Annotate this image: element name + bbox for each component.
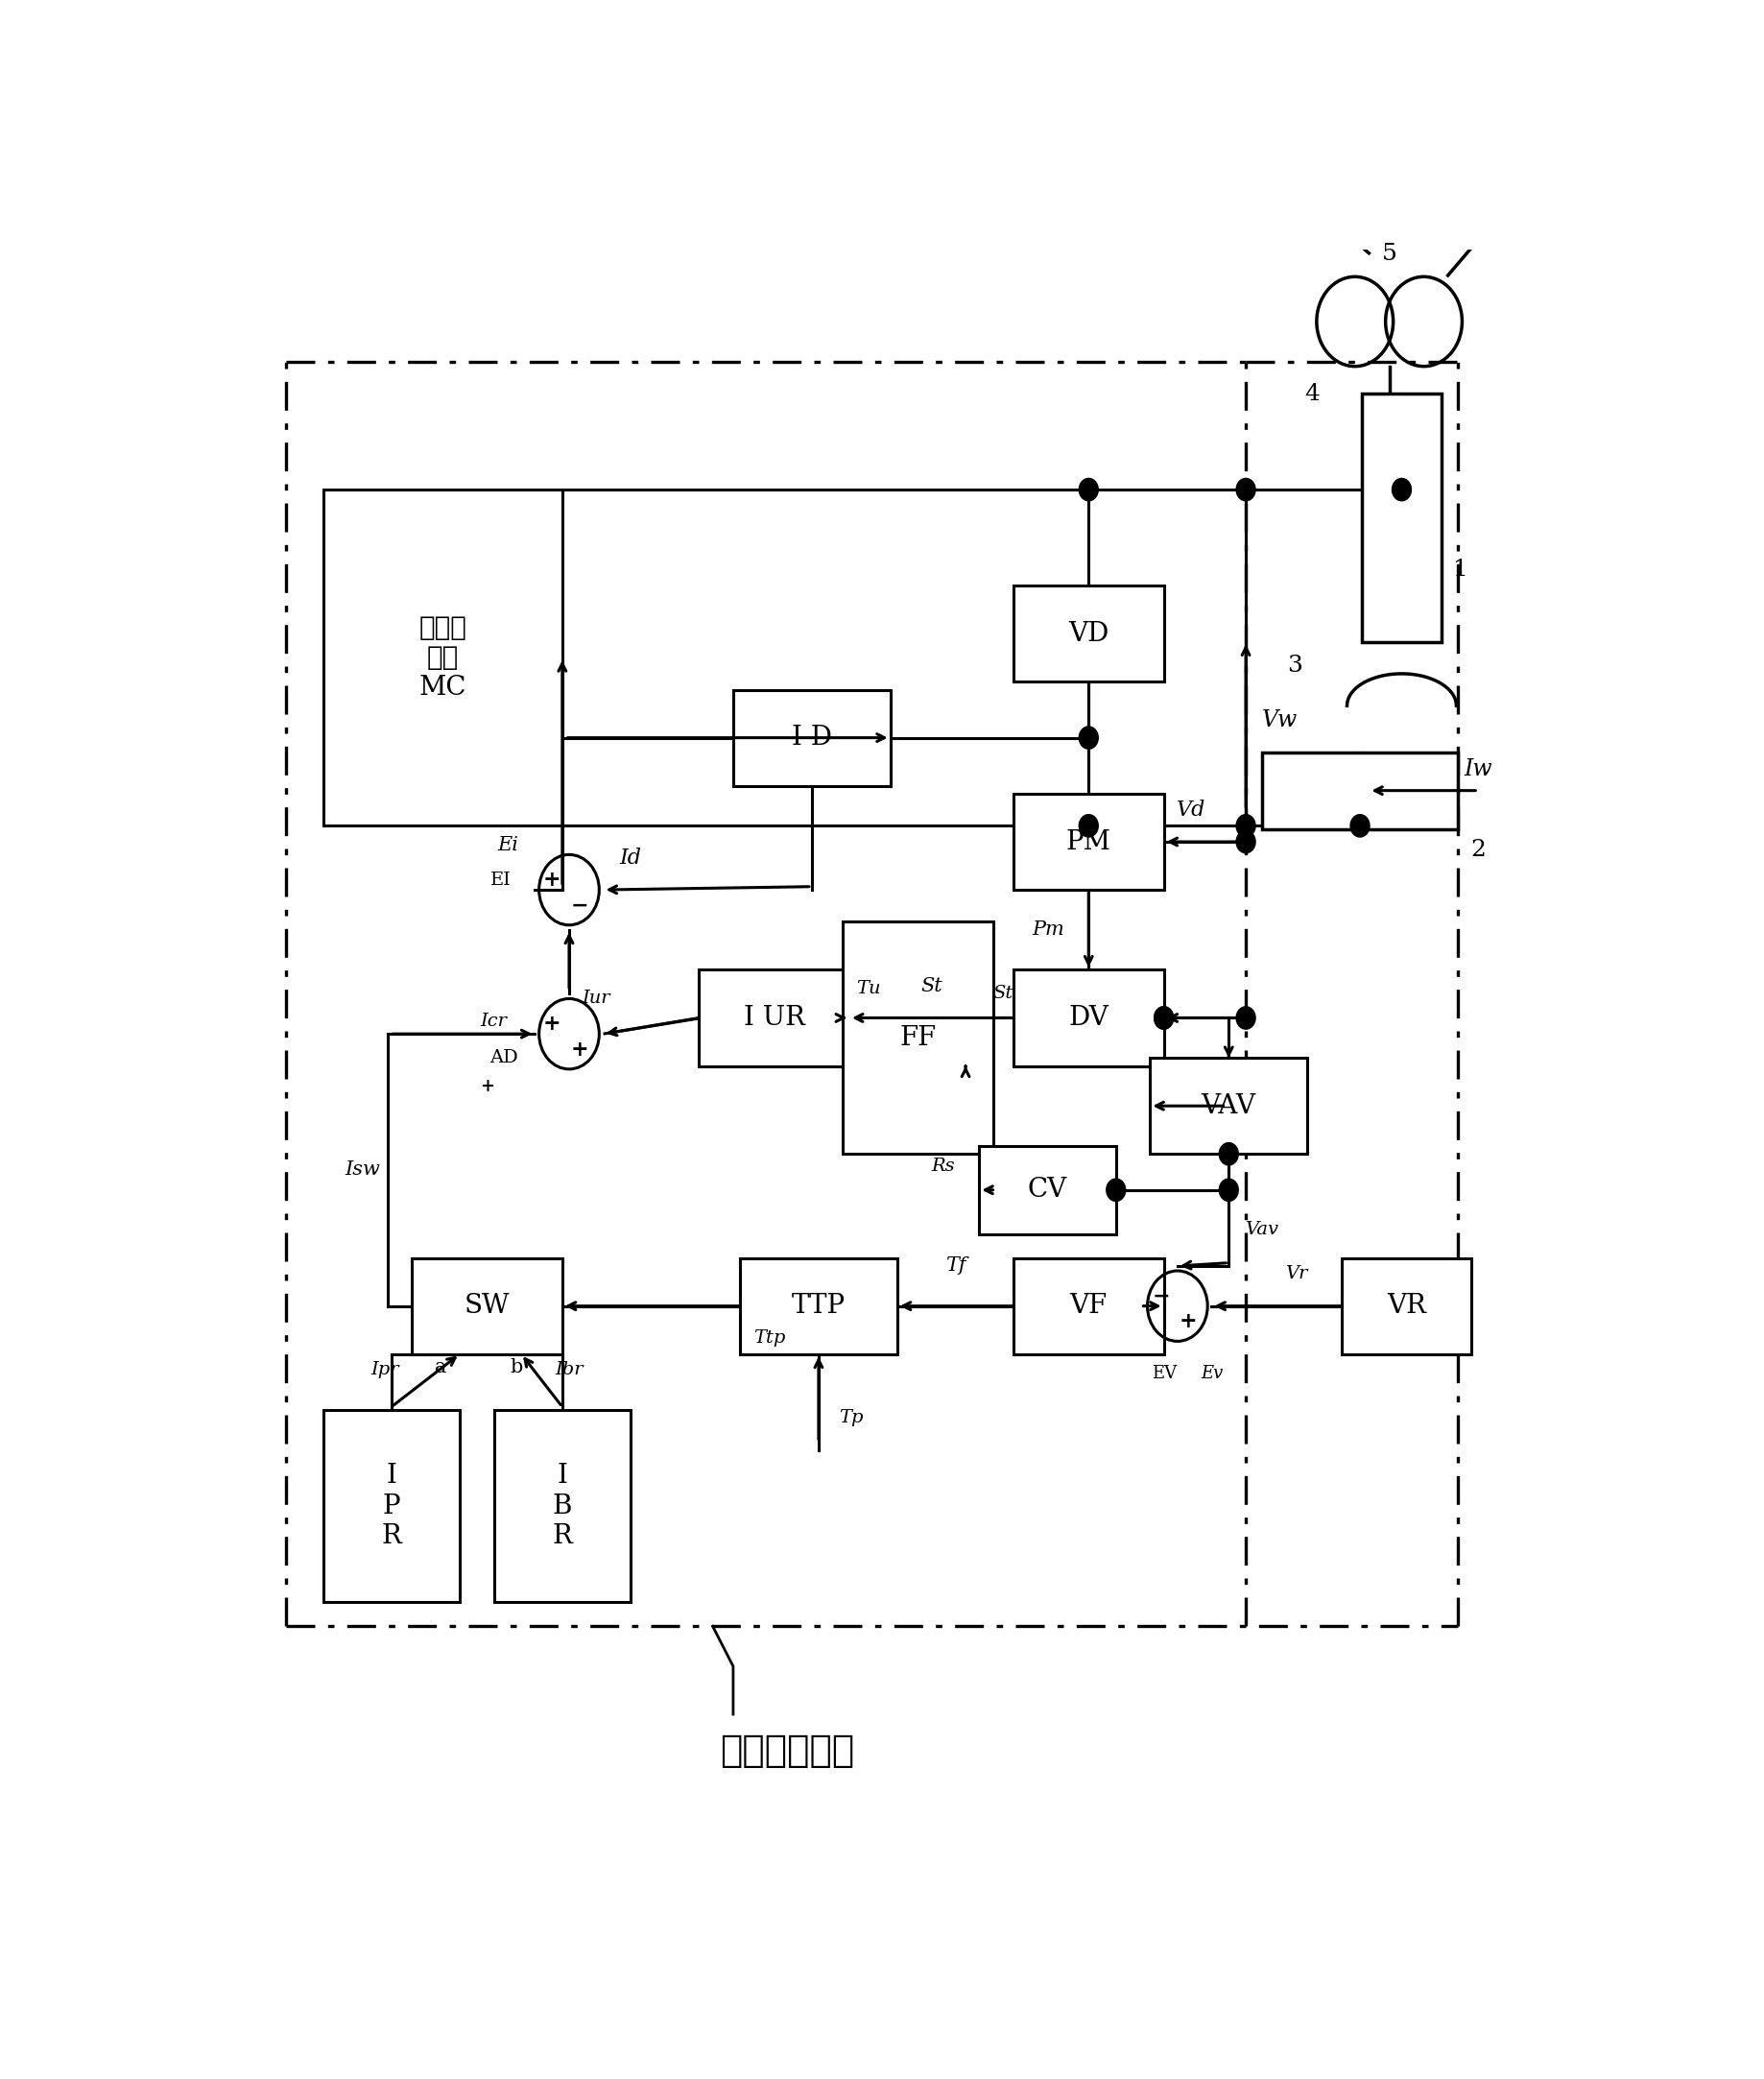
Bar <box>1013 586 1164 682</box>
Text: 1: 1 <box>1454 559 1468 580</box>
Text: +: + <box>572 1040 589 1060</box>
Bar <box>494 1410 632 1603</box>
Text: Ev: Ev <box>1201 1364 1222 1383</box>
Text: Vr: Vr <box>1284 1266 1307 1283</box>
Text: +: + <box>542 1015 561 1035</box>
Text: PM: PM <box>1065 830 1111 854</box>
Bar <box>979 1146 1117 1235</box>
Text: AD: AD <box>489 1050 519 1067</box>
Circle shape <box>1237 832 1256 852</box>
Text: Rs: Rs <box>931 1158 954 1175</box>
Circle shape <box>1106 1179 1125 1202</box>
Circle shape <box>1237 478 1256 501</box>
Text: Pm: Pm <box>1032 921 1064 940</box>
Text: Vav: Vav <box>1245 1220 1279 1239</box>
Circle shape <box>1219 1179 1238 1202</box>
Text: −: − <box>572 896 589 917</box>
Text: Ei: Ei <box>497 836 519 854</box>
Text: +: + <box>1180 1312 1198 1333</box>
Text: VF: VF <box>1069 1293 1108 1318</box>
Text: Vd: Vd <box>1177 798 1207 821</box>
Circle shape <box>1080 478 1099 501</box>
Text: DV: DV <box>1069 1004 1110 1031</box>
Text: Ipr: Ipr <box>370 1362 399 1378</box>
Text: Tu: Tu <box>856 981 880 998</box>
Bar <box>323 491 563 825</box>
Bar <box>323 1410 460 1603</box>
Text: I UR: I UR <box>743 1004 804 1031</box>
Circle shape <box>1237 815 1256 838</box>
Text: St: St <box>921 977 942 996</box>
Text: Isw: Isw <box>346 1160 381 1179</box>
Text: Ttp: Ttp <box>753 1328 785 1347</box>
Text: St: St <box>993 985 1013 1002</box>
Text: EI: EI <box>490 871 512 890</box>
Text: 4: 4 <box>1305 383 1319 405</box>
Text: VR: VR <box>1387 1293 1425 1318</box>
Text: CV: CV <box>1028 1177 1067 1204</box>
Text: I D: I D <box>792 726 833 751</box>
Text: a: a <box>436 1358 446 1376</box>
Text: 5: 5 <box>1381 243 1397 266</box>
Circle shape <box>1080 726 1099 748</box>
Bar <box>1341 1258 1471 1353</box>
Bar <box>1013 969 1164 1067</box>
Circle shape <box>1237 1006 1256 1029</box>
Bar <box>1150 1058 1307 1154</box>
Text: 3: 3 <box>1288 655 1302 678</box>
Text: TTP: TTP <box>792 1293 845 1318</box>
Text: Icr: Icr <box>480 1012 508 1029</box>
Text: Iur: Iur <box>582 990 610 1008</box>
Circle shape <box>1392 478 1411 501</box>
Text: VAV: VAV <box>1201 1094 1256 1119</box>
Text: SW: SW <box>464 1293 510 1318</box>
Bar <box>413 1258 563 1353</box>
Circle shape <box>1154 1006 1173 1029</box>
Bar <box>699 969 850 1067</box>
Text: Id: Id <box>619 848 642 869</box>
Circle shape <box>1351 815 1369 838</box>
Text: Iw: Iw <box>1464 759 1492 782</box>
Text: 电源主
电路
MC: 电源主 电路 MC <box>418 615 467 701</box>
Circle shape <box>1219 1143 1238 1164</box>
Bar <box>1362 393 1441 642</box>
Text: Vw: Vw <box>1263 709 1298 732</box>
Text: VD: VD <box>1069 622 1110 647</box>
Bar <box>741 1258 898 1353</box>
Bar <box>1263 753 1457 830</box>
Text: EV: EV <box>1152 1364 1177 1383</box>
Text: Tp: Tp <box>840 1410 864 1426</box>
Text: 焊接电压装置: 焊接电压装置 <box>720 1734 854 1769</box>
Text: I
B
R: I B R <box>552 1464 572 1549</box>
Text: 2: 2 <box>1471 838 1485 861</box>
Text: FF: FF <box>900 1025 937 1050</box>
Text: +: + <box>542 869 561 890</box>
Bar <box>734 690 891 786</box>
Circle shape <box>1154 1006 1173 1029</box>
Text: Ibr: Ibr <box>556 1362 584 1378</box>
Circle shape <box>1080 815 1099 838</box>
Bar <box>1013 794 1164 890</box>
Text: I
P
R: I P R <box>381 1464 402 1549</box>
Text: +: + <box>480 1079 494 1096</box>
Text: −: − <box>1152 1287 1170 1308</box>
Text: b: b <box>510 1358 524 1376</box>
Text: Tf: Tf <box>946 1258 965 1274</box>
Bar <box>1013 1258 1164 1353</box>
Bar <box>843 921 993 1154</box>
